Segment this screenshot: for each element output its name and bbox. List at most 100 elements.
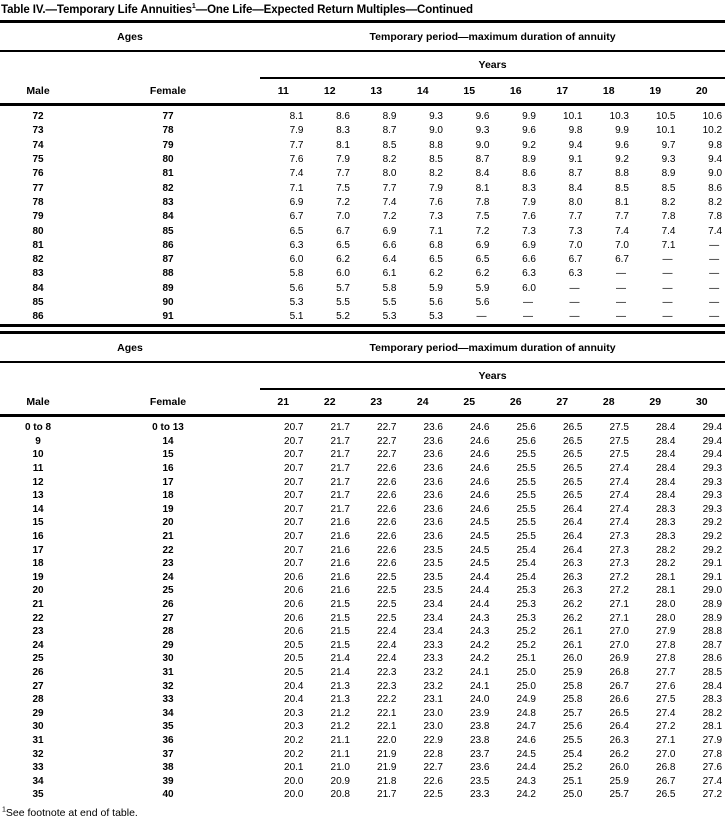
multiple-value-cell: 23.8 (470, 734, 490, 746)
multiple-value-cell: 20.6 (284, 612, 304, 624)
multiple-value-cell: 28.8 (702, 626, 723, 638)
female-age-cell: 84 (162, 211, 174, 223)
multiple-value-cell: 5.6 (429, 297, 443, 308)
multiple-value-cell: 26.2 (563, 598, 583, 610)
male-age-cell: 24 (32, 639, 44, 651)
multiple-value-cell: 24.6 (470, 435, 490, 447)
multiple-value-cell: 27.6 (702, 762, 723, 774)
multiple-value-cell: 22.6 (377, 463, 397, 475)
multiple-value-cell: 5.6 (289, 282, 304, 294)
year-column-header: 23 (353, 389, 400, 418)
dash-cell: — (662, 311, 673, 323)
multiple-value-cell: 7.4 (661, 225, 676, 237)
multiple-value-cell: 8.0 (382, 168, 397, 180)
multiple-value-cell: 21.5 (330, 639, 350, 651)
dash-cell: — (476, 311, 487, 323)
multiple-value-cell: 22.6 (377, 558, 397, 570)
multiple-value-cell: 23.0 (423, 707, 443, 719)
dash-cell: — (616, 297, 626, 308)
male-age-cell: 26 (32, 666, 44, 678)
table-row: 35 40 20.0 20.8 21.7 22.5 23.3 24.2 25.0 25.7 26.5… (0, 788, 725, 802)
multiple-value-cell: 23.6 (423, 517, 443, 529)
multiple-value-cell: 27.8 (656, 639, 676, 651)
female-age-cell: 23 (162, 558, 174, 570)
multiple-value-cell: 6.8 (429, 239, 443, 251)
multiple-value-cell: 22.5 (377, 598, 397, 610)
multiple-value-cell: 27.3 (609, 558, 629, 570)
multiple-value-cell: 8.2 (382, 154, 397, 166)
multiple-value-cell: 26.0 (563, 653, 583, 665)
multiple-value-cell: 8.6 (336, 111, 350, 123)
multiple-value-cell: 25.6 (516, 435, 536, 447)
table-row: 30 35 20.3 21.2 22.1 23.0 23.8 24.7 25.6 26.4 27.2… (0, 721, 725, 735)
table-title: Table IV.—Temporary Life Annuities1—One … (0, 3, 725, 23)
multiple-value-cell: 22.1 (377, 707, 397, 719)
multiple-value-cell: 26.4 (609, 721, 629, 733)
multiple-value-cell: 7.7 (382, 182, 397, 194)
multiple-value-cell: 21.6 (330, 571, 350, 583)
dash-cell: — (709, 282, 720, 294)
male-age-cell: 72 (32, 111, 44, 123)
multiple-value-cell: 21.0 (330, 762, 350, 774)
multiple-value-cell: 9.4 (568, 139, 583, 151)
multiple-value-cell: 9.3 (661, 154, 676, 166)
multiple-value-cell: 25.4 (516, 571, 536, 583)
multiple-value-cell: 27.1 (656, 734, 676, 746)
multiple-value-cell: 8.8 (429, 139, 443, 151)
multiple-value-cell: 24.2 (470, 653, 490, 665)
footnote-text: See footnote at end of table. (5, 807, 138, 820)
multiple-value-cell: 28.3 (656, 517, 676, 529)
multiple-value-cell: 20.5 (284, 639, 304, 651)
multiple-value-cell: 26.5 (563, 490, 583, 502)
multiple-value-cell: 8.3 (522, 182, 536, 194)
multiple-value-cell: 23.2 (423, 666, 443, 678)
multiple-value-cell: 24.7 (516, 721, 536, 733)
multiple-value-cell: 27.5 (609, 449, 629, 461)
multiple-value-cell: 27.5 (656, 694, 676, 706)
multiple-value-cell: 21.1 (330, 748, 350, 760)
female-age-cell: 35 (162, 721, 174, 733)
multiple-value-cell: 5.3 (382, 311, 397, 323)
multiple-value-cell: 27.2 (656, 721, 676, 733)
multiple-value-cell: 27.1 (609, 612, 629, 624)
multiple-value-cell: 20.0 (284, 775, 304, 787)
multiple-value-cell: 23.5 (423, 585, 443, 597)
multiple-value-cell: 7.4 (615, 225, 629, 237)
multiple-value-cell: 6.1 (382, 268, 397, 280)
dash-cell: — (709, 254, 720, 266)
multiple-value-cell: 7.9 (522, 196, 536, 208)
male-age-cell: 10 (32, 449, 44, 461)
multiple-value-cell: 28.6 (702, 653, 723, 665)
multiple-value-cell: 25.9 (563, 666, 583, 678)
multiple-value-cell: 28.4 (656, 422, 676, 434)
multiple-value-cell: 7.6 (429, 196, 443, 208)
table-row: 22 27 20.6 21.5 22.5 23.4 24.3 25.3 26.2 27.1 28.0… (0, 612, 725, 626)
multiple-value-cell: 22.4 (377, 626, 397, 638)
multiple-value-cell: 22.8 (423, 748, 443, 760)
multiple-value-cell: 21.6 (330, 544, 350, 556)
multiple-value-cell: 7.8 (661, 211, 676, 223)
multiple-value-cell: 25.5 (516, 476, 536, 488)
multiple-value-cell: 7.0 (336, 211, 350, 223)
multiple-value-cell: 10.1 (656, 125, 676, 137)
male-age-cell: 75 (32, 154, 44, 166)
male-age-cell: 80 (32, 225, 44, 237)
male-age-cell: 73 (32, 125, 44, 137)
header-spacer (0, 362, 260, 389)
multiple-value-cell: 8.5 (615, 182, 629, 194)
multiple-value-cell: 22.7 (377, 435, 397, 447)
multiple-value-cell: 7.1 (289, 182, 304, 194)
multiple-value-cell: 25.3 (516, 585, 536, 597)
multiple-value-cell: 27.9 (656, 626, 676, 638)
multiple-value-cell: 8.0 (568, 196, 583, 208)
multiple-value-cell: 29.1 (702, 571, 723, 583)
year-column-header: 15 (446, 78, 493, 106)
multiple-value-cell: 25.1 (516, 653, 536, 665)
multiple-value-cell: 23.0 (423, 721, 443, 733)
multiple-value-cell: 9.0 (429, 125, 443, 137)
multiple-value-cell: 6.7 (336, 225, 350, 237)
multiple-value-cell: 7.2 (336, 196, 350, 208)
multiple-value-cell: 28.3 (702, 694, 723, 706)
table-row: 84 89 5.6 5.7 5.8 5.9 5.9 6.0 — — — — (0, 282, 725, 296)
male-age-cell: 27 (32, 680, 44, 692)
